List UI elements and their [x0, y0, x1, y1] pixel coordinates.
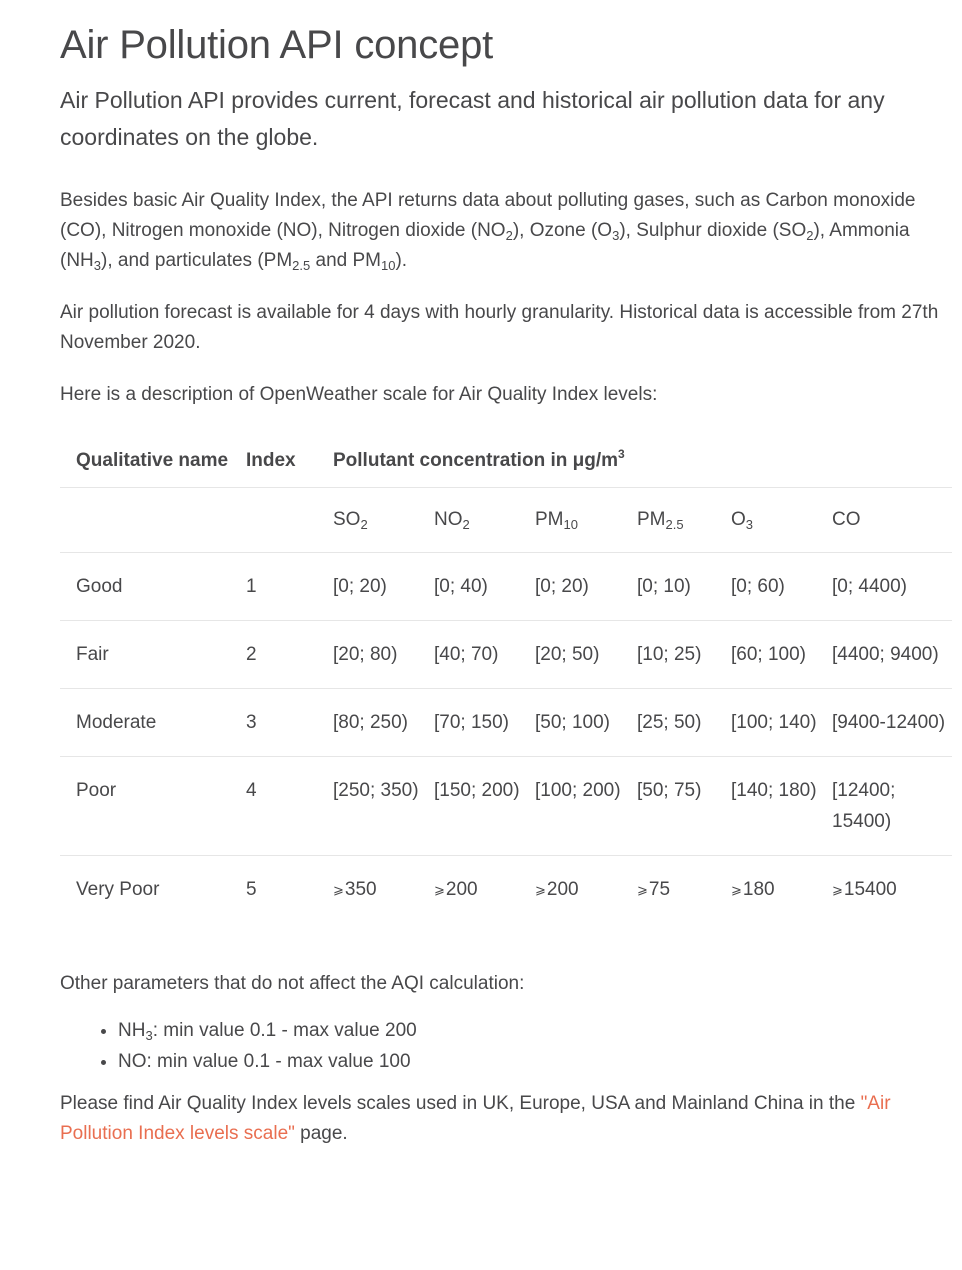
pollutant-pm25: PM2.5 [637, 509, 684, 532]
so2-range: ⩾350 [333, 879, 377, 900]
pm25-range: [50; 75) [637, 780, 702, 801]
pm10-range: [20; 50) [535, 644, 600, 665]
level-index: 2 [246, 644, 257, 665]
level-name: Moderate [76, 712, 157, 733]
pollutants-paragraph: Besides basic Air Quality Index, the API… [60, 190, 916, 273]
pm25-range: [0; 10) [637, 576, 691, 597]
table-row: Fair 2 [20; 80) [40; 70) [20; 50) [10; 2… [60, 620, 952, 689]
o3-range: [140; 180) [731, 780, 817, 801]
o3-range: ⩾180 [731, 879, 775, 900]
page-content: Air Pollution API concept Air Pollution … [0, 0, 952, 1149]
closing-paragraph: Please find Air Quality Index levels sca… [60, 1093, 891, 1144]
pm10-range: ⩾200 [535, 879, 579, 900]
table-row: Poor 4 [250; 350) [150; 200) [100; 200) … [60, 756, 952, 856]
table-row: Good 1 [0; 20) [0; 40) [0; 20) [0; 10) [… [60, 552, 952, 621]
o3-range: [0; 60) [731, 576, 785, 597]
no2-range: [40; 70) [434, 644, 499, 665]
forecast-paragraph: Air pollution forecast is available for … [60, 302, 939, 353]
so2-range: [80; 250) [333, 712, 408, 733]
level-index: 3 [246, 712, 257, 733]
scale-intro-paragraph: Here is a description of OpenWeather sca… [60, 384, 658, 405]
pollutant-co: CO [832, 509, 861, 530]
no2-range: [150; 200) [434, 780, 520, 801]
list-item: NO: min value 0.1 - max value 100 [118, 1046, 952, 1077]
page-title: Air Pollution API concept [60, 23, 494, 67]
level-name: Fair [76, 644, 109, 665]
co-range: [12400; 15400) [832, 780, 896, 832]
level-index: 4 [246, 780, 257, 801]
o3-range: [100; 140) [731, 712, 817, 733]
table-header-row: Qualitative name Index Pollutant concent… [60, 448, 952, 488]
level-index: 1 [246, 576, 257, 597]
table-row: Very Poor 5 ⩾350 ⩾200 ⩾200 ⩾75 ⩾180 ⩾154… [60, 855, 952, 924]
header-index: Index [246, 450, 296, 471]
pm25-range: [10; 25) [637, 644, 702, 665]
pollutant-pm10: PM10 [535, 509, 578, 532]
aqi-table: Qualitative name Index Pollutant concent… [60, 448, 952, 923]
pollutant-header-row: SO2 NO2 PM10 PM2.5 O3 CO [60, 487, 952, 553]
level-name: Good [76, 576, 123, 597]
pollutant-so2: SO2 [333, 509, 368, 532]
pm25-range: ⩾75 [637, 879, 671, 900]
other-params-intro: Other parameters that do not affect the … [60, 973, 525, 994]
header-pollutant-concentration: Pollutant concentration in μg/m3 [333, 447, 625, 471]
co-range: [9400-12400) [832, 712, 946, 733]
aqi-scale-link[interactable]: "Air Pollution Index levels scale" [60, 1093, 891, 1144]
pollutant-no2: NO2 [434, 509, 470, 532]
no2-range: [0; 40) [434, 576, 488, 597]
other-params-list: NH3: min value 0.1 - max value 200 NO: m… [60, 1015, 952, 1077]
co-range: [4400; 9400) [832, 644, 939, 665]
no2-range: ⩾200 [434, 879, 478, 900]
so2-range: [0; 20) [333, 576, 387, 597]
level-name: Poor [76, 780, 117, 801]
pm10-range: [50; 100) [535, 712, 610, 733]
table-row: Moderate 3 [80; 250) [70; 150) [50; 100)… [60, 688, 952, 757]
pm25-range: [25; 50) [637, 712, 702, 733]
level-index: 5 [246, 879, 257, 900]
lead-paragraph: Air Pollution API provides current, fore… [60, 87, 885, 150]
pm10-range: [100; 200) [535, 780, 621, 801]
o3-range: [60; 100) [731, 644, 806, 665]
co-range: [0; 4400) [832, 576, 907, 597]
no2-range: [70; 150) [434, 712, 509, 733]
list-item: NH3: min value 0.1 - max value 200 [118, 1015, 952, 1046]
so2-range: [20; 80) [333, 644, 398, 665]
level-name: Very Poor [76, 879, 160, 900]
pollutant-o3: O3 [731, 509, 754, 532]
co-range: ⩾15400 [832, 879, 897, 900]
so2-range: [250; 350) [333, 780, 419, 801]
header-qualitative-name: Qualitative name [76, 450, 229, 471]
pm10-range: [0; 20) [535, 576, 589, 597]
